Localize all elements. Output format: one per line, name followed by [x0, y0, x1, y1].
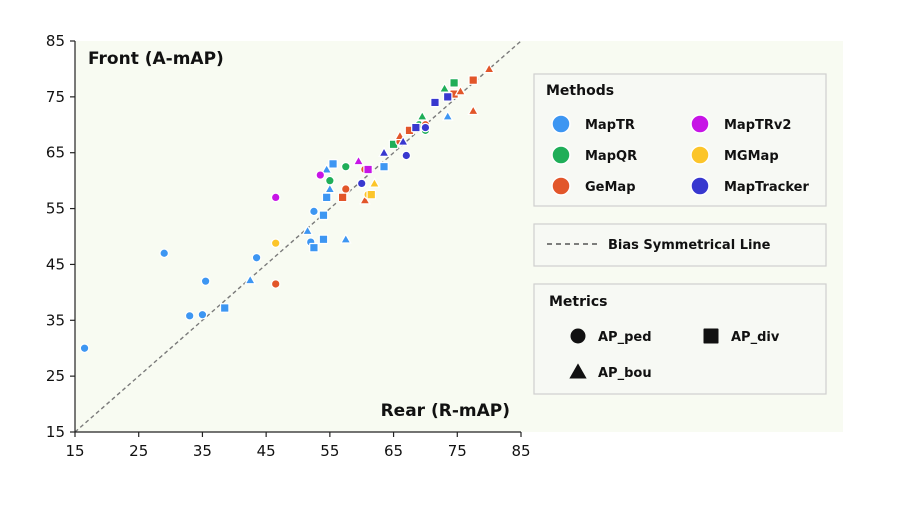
- point-maptr-ap-div: [309, 242, 319, 253]
- y-corner-label: Front (A-mAP): [88, 49, 224, 69]
- bias-legend-box: [533, 223, 827, 267]
- x-tick-label: 85: [511, 442, 530, 460]
- point-maptr-ap-bou: [323, 182, 336, 194]
- x-tick-label: 55: [320, 442, 339, 460]
- point-maptr-ap-ped: [159, 248, 169, 259]
- point-maptr-ap-bou: [301, 224, 314, 236]
- point-gemap-ap-ped: [270, 279, 281, 289]
- x-corner-label: Rear (R-mAP): [381, 401, 510, 421]
- y-ticks: 15 25 35 45 55 65 75 85: [46, 32, 75, 441]
- point-maptr-ap-ped: [79, 343, 90, 354]
- point-maptrv2-ap-ped: [315, 170, 326, 180]
- metrics-legend: Metrics AP_ped AP_div AP_bou: [533, 283, 827, 395]
- y-tick-label: 15: [46, 423, 65, 441]
- legend-marker-ap-ped: [570, 328, 586, 344]
- point-maptr-ap-div: [379, 161, 389, 172]
- point-maptracker-ap-div: [442, 92, 453, 102]
- point-maptr-ap-div: [328, 159, 338, 169]
- point-maptracker-ap-ped: [401, 150, 412, 161]
- legend-swatch-maptracker: [690, 176, 710, 196]
- x-tick-label: 65: [384, 442, 403, 460]
- methods-legend-title: Methods: [546, 83, 614, 99]
- legend-swatch-maptr: [551, 114, 571, 134]
- legend-swatch-mgmap: [690, 145, 710, 165]
- y-tick-label: 75: [46, 88, 65, 106]
- point-maptracker-ap-bou: [378, 146, 390, 157]
- point-gemap-ap-div: [468, 75, 479, 85]
- x-tick-label: 45: [257, 442, 276, 460]
- point-maptr-ap-ped: [251, 252, 262, 263]
- point-gemap-ap-bou: [483, 62, 496, 74]
- x-ticks: 15 25 35 45 55 65 75 85: [65, 432, 531, 460]
- y-tick-label: 45: [46, 255, 65, 273]
- point-maptr-ap-div: [318, 234, 329, 245]
- point-maptrv2-ap-bou: [352, 155, 365, 166]
- legend-swatch-mapqr: [551, 145, 571, 165]
- legend-label-maptr: MapTR: [585, 118, 635, 133]
- point-maptracker-ap-div: [430, 97, 440, 108]
- methods-legend-items: MapTR MapQR GeMap MapTRv2 MGMap MapTracker: [551, 114, 809, 196]
- legend-label-mapqr: MapQR: [585, 149, 637, 164]
- x-tick-label: 75: [448, 442, 467, 460]
- legend-swatch-maptrv2: [690, 114, 710, 134]
- point-gemap-ap-div: [337, 192, 348, 203]
- legend-label-ap-div: AP_div: [731, 330, 780, 345]
- point-maptr-ap-div: [321, 192, 332, 203]
- point-maptracker-ap-ped: [356, 178, 367, 189]
- point-mapqr-ap-div: [449, 78, 459, 88]
- point-maptr-ap-ped: [184, 311, 195, 321]
- point-mgmap-ap-ped: [270, 238, 281, 249]
- point-gemap-ap-bou: [467, 104, 480, 116]
- point-maptr-ap-ped: [197, 309, 208, 320]
- point-maptr-ap-ped: [309, 206, 319, 217]
- legend-label-ap-ped: AP_ped: [598, 330, 652, 345]
- point-mapqr-ap-bou: [416, 110, 429, 121]
- legend-marker-ap-div: [703, 328, 719, 344]
- legend-label-mgmap: MGMap: [724, 149, 779, 164]
- point-maptr-ap-bou: [244, 274, 257, 285]
- point-maptr-ap-bou: [320, 163, 333, 174]
- point-maptrv2-ap-div: [363, 164, 373, 175]
- point-maptrv2-ap-ped: [270, 192, 281, 203]
- legend-label-ap-bou: AP_bou: [598, 366, 652, 381]
- point-mapqr-ap-ped: [340, 161, 351, 172]
- y-tick-label: 35: [46, 311, 65, 329]
- point-gemap-ap-ped: [340, 184, 351, 194]
- point-maptr-ap-div: [318, 210, 329, 221]
- point-maptracker-ap-div: [411, 122, 421, 133]
- point-gemap-ap-bou: [454, 85, 467, 96]
- legend-label-gemap: GeMap: [585, 180, 636, 195]
- point-mgmap-ap-bou: [368, 177, 381, 188]
- y-tick-label: 65: [46, 144, 65, 162]
- point-mapqr-ap-ped: [325, 175, 335, 186]
- point-maptr-ap-ped: [200, 276, 211, 286]
- methods-legend-box: [533, 73, 827, 207]
- bias-legend-label: Bias Symmetrical Line: [608, 238, 771, 253]
- legend-swatch-gemap: [551, 176, 571, 196]
- point-gemap-ap-bou: [359, 194, 371, 205]
- metrics-legend-title: Metrics: [549, 294, 607, 310]
- point-maptracker-ap-bou: [397, 135, 409, 146]
- point-maptracker-ap-ped: [420, 122, 431, 133]
- legend-label-maptrv2: MapTRv2: [724, 118, 791, 133]
- point-maptr-ap-div: [219, 303, 230, 313]
- bias-symmetrical-line: [74, 40, 522, 433]
- x-tick-label: 15: [65, 442, 84, 460]
- point-maptr-ap-bou: [339, 233, 352, 244]
- legend-label-maptracker: MapTracker: [724, 180, 809, 195]
- methods-legend: Methods MapTR MapQR GeMap MapTRv2 MGMap MapTr…: [533, 73, 827, 207]
- x-tick-label: 35: [193, 442, 212, 460]
- bias-legend: Bias Symmetrical Line: [533, 223, 827, 267]
- x-tick-label: 25: [129, 442, 148, 460]
- y-tick-label: 85: [46, 32, 65, 50]
- data-points: [79, 62, 496, 354]
- y-tick-label: 55: [46, 200, 65, 218]
- point-mgmap-ap-div: [366, 189, 377, 200]
- y-tick-label: 25: [46, 367, 65, 385]
- legend-marker-ap-bou: [569, 363, 587, 379]
- metrics-legend-items: AP_ped AP_div AP_bou: [569, 328, 780, 381]
- point-maptr-ap-bou: [441, 110, 454, 121]
